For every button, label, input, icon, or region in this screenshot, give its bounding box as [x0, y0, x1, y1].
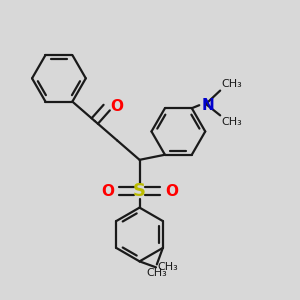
Text: N: N	[202, 98, 214, 113]
Text: O: O	[165, 184, 178, 199]
Text: CH₃: CH₃	[222, 79, 242, 89]
Text: CH₃: CH₃	[158, 262, 178, 272]
Text: O: O	[110, 99, 123, 114]
Text: CH₃: CH₃	[146, 268, 167, 278]
Text: CH₃: CH₃	[222, 117, 242, 127]
Text: S: S	[133, 182, 146, 200]
Text: O: O	[101, 184, 114, 199]
